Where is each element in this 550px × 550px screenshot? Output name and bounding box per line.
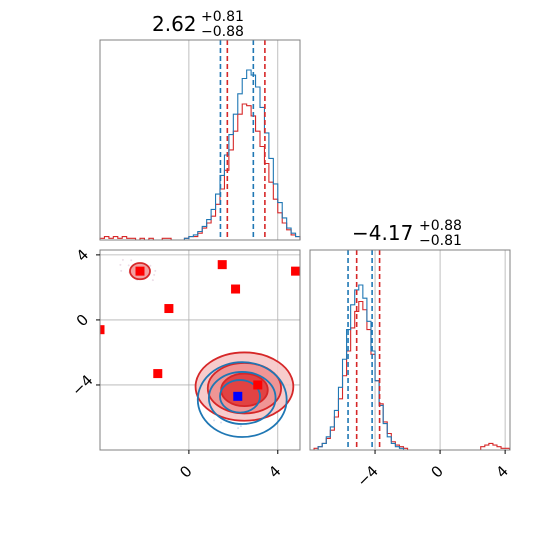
sample-dot [154, 269, 157, 272]
title-x-minus: −0.88 [201, 24, 244, 40]
red-marker-1 [217, 260, 227, 270]
blue-marker-0 [233, 391, 243, 401]
sample-dot [121, 258, 124, 261]
title-x-value: 2.62 [152, 12, 197, 36]
sample-dot [213, 419, 216, 422]
red-marker-0 [135, 266, 145, 276]
red-marker-2 [291, 266, 300, 276]
sample-dot [119, 263, 122, 266]
sample-dot [120, 269, 123, 272]
histogram-x-frame [99, 39, 301, 241]
sample-dot [153, 273, 156, 276]
sample-dot [149, 264, 152, 267]
title-y-group: −4.17 +0.88 −0.81 [352, 218, 462, 249]
red-marker-6 [153, 369, 163, 379]
blue-contour-2 [219, 379, 261, 414]
scatter-frame [99, 249, 301, 451]
title-x-group: 2.62 +0.81 −0.88 [152, 9, 244, 40]
red-marker-4 [164, 304, 174, 314]
scatter-inner [100, 250, 300, 450]
red-marker-7 [253, 380, 263, 390]
sample-dot [130, 259, 133, 262]
title-y-plus: +0.88 [419, 218, 462, 234]
sample-dot [220, 421, 223, 424]
sample-dot [239, 425, 242, 428]
blue-contour-0 [196, 361, 288, 438]
sample-dot [127, 264, 130, 267]
sample-dot [151, 279, 154, 282]
red-contour-0 [194, 351, 295, 422]
red-marker-3 [231, 284, 241, 294]
title-y-value: −4.17 [352, 221, 413, 245]
red-marker-5 [100, 325, 105, 335]
histogram-x-panel [99, 39, 301, 241]
sample-dot [237, 427, 240, 430]
blue-contour-1 [207, 371, 277, 425]
title-y-minus: −0.81 [419, 233, 462, 249]
scatter-panel: 0 440−4 [68, 246, 301, 482]
title-x-plus: +0.81 [201, 9, 244, 25]
histogram-y-frame [309, 249, 511, 451]
